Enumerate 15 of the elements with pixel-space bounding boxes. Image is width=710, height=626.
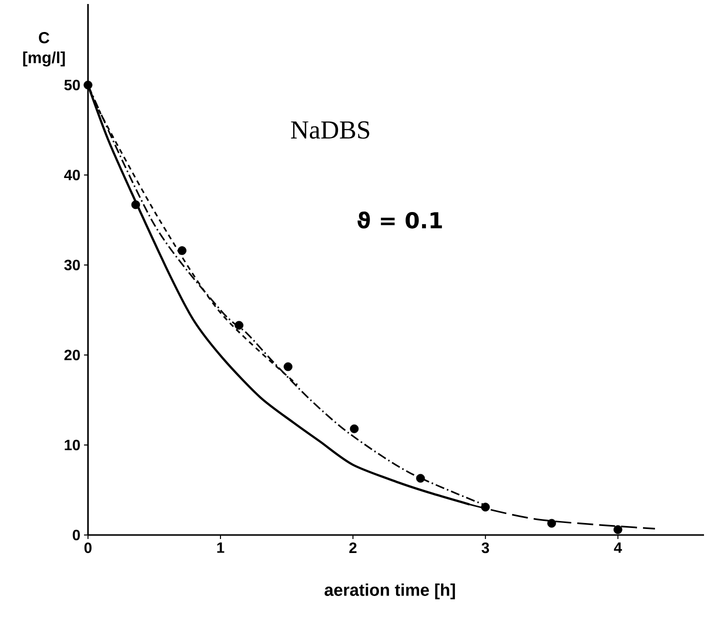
- y-tick-label: 40: [64, 170, 80, 180]
- x-tick-label: 2: [349, 542, 356, 553]
- y-tick-label: 20: [64, 350, 80, 360]
- x-tick-label: 1: [217, 542, 224, 553]
- annotation: ϑ = 0.1: [358, 211, 442, 229]
- x-tick-label: 4: [614, 542, 622, 553]
- y-tick-label: 10: [64, 440, 80, 450]
- x-axis-title: aeration time [h]: [324, 584, 455, 600]
- y-tick-label: 30: [64, 260, 80, 270]
- x-tick-label: 0: [84, 542, 92, 554]
- y-axis-title: C [mg/l]: [23, 32, 65, 66]
- x-tick-label: 3: [482, 542, 490, 554]
- y-tick-label: 0: [72, 530, 80, 540]
- annotation: NaDBS: [290, 121, 370, 139]
- y-tick-label: 50: [64, 80, 80, 90]
